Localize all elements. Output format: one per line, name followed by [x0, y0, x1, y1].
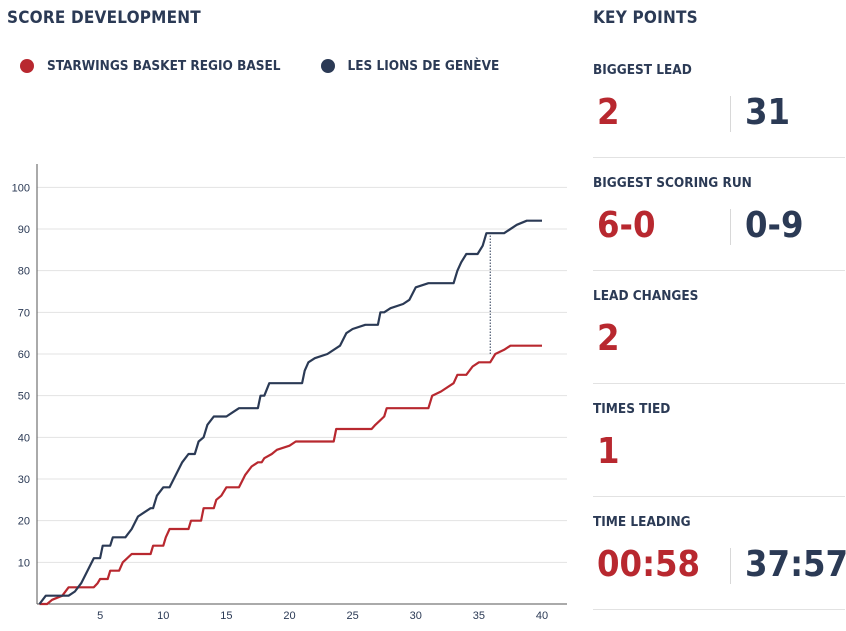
- key-points-title: KEY POINTS: [593, 8, 698, 28]
- kp-times-tied-label: TIMES TIED: [593, 401, 671, 417]
- kp-biggest-lead-label: BIGGEST LEAD: [593, 62, 692, 78]
- legend-item-home[interactable]: STARWINGS BASKET REGIO BASEL: [20, 58, 281, 74]
- kp-time-leading-label: TIME LEADING: [593, 514, 691, 530]
- kp-lead-changes: LEAD CHANGES 2: [593, 288, 845, 364]
- kp-separator: [593, 270, 845, 271]
- series-line-away[interactable]: [38, 219, 543, 605]
- kp-divider: [730, 96, 731, 132]
- x-tick-label: 5: [97, 610, 103, 622]
- x-tick-label: 20: [283, 610, 295, 622]
- y-tick-label: 10: [18, 557, 30, 569]
- y-tick-label: 20: [18, 516, 30, 528]
- kp-biggest-lead-away: 31: [745, 92, 791, 133]
- y-tick-label: 70: [18, 307, 30, 319]
- kp-divider: [730, 209, 731, 245]
- chart-title: SCORE DEVELOPMENT: [7, 8, 201, 28]
- x-tick-label: 30: [410, 610, 422, 622]
- y-tick-label: 30: [18, 474, 30, 486]
- y-tick-label: 50: [18, 391, 30, 403]
- legend-label-home: STARWINGS BASKET REGIO BASEL: [47, 58, 281, 74]
- y-tick-label: 80: [18, 266, 30, 278]
- kp-lead-changes-label: LEAD CHANGES: [593, 288, 699, 304]
- kp-biggest-lead: BIGGEST LEAD 2 31: [593, 62, 845, 138]
- kp-time-leading-home: 00:58: [597, 544, 701, 585]
- x-tick-label: 10: [157, 610, 169, 622]
- kp-times-tied: TIMES TIED 1: [593, 401, 845, 477]
- chart-legend: STARWINGS BASKET REGIO BASEL LES LIONS D…: [20, 58, 539, 74]
- kp-biggest-lead-home: 2: [597, 92, 620, 133]
- kp-biggest-run-away: 0-9: [745, 205, 804, 246]
- kp-biggest-run-home: 6-0: [597, 205, 656, 246]
- kp-biggest-run-label: BIGGEST SCORING RUN: [593, 175, 752, 191]
- kp-divider: [730, 548, 731, 584]
- kp-separator: [593, 609, 845, 610]
- kp-time-leading: TIME LEADING 00:58 37:57: [593, 514, 846, 590]
- score-development-chart: 10 20 30 40 50 60 70 80 90 100 5 10 15 20 25 30 35 40: [12, 164, 567, 622]
- series-line-home[interactable]: [39, 344, 543, 606]
- y-tick-label: 90: [18, 224, 30, 236]
- kp-times-tied-value: 1: [597, 431, 620, 472]
- kp-separator: [593, 496, 845, 497]
- x-tick-label: 40: [536, 610, 548, 622]
- legend-item-away[interactable]: LES LIONS DE GENÈVE: [320, 58, 500, 74]
- kp-biggest-run: BIGGEST SCORING RUN 6-0 0-9: [593, 175, 845, 251]
- y-tick-label: 40: [18, 432, 30, 444]
- legend-dot-home: [20, 59, 34, 73]
- legend-label-away: LES LIONS DE GENÈVE: [347, 58, 500, 74]
- y-tick-label: 60: [18, 349, 30, 361]
- kp-separator: [593, 383, 845, 384]
- x-tick-label: 15: [220, 610, 232, 622]
- kp-separator: [593, 157, 845, 158]
- y-tick-label: 100: [12, 182, 30, 194]
- x-tick-label: 35: [473, 610, 485, 622]
- kp-time-leading-away: 37:57: [745, 544, 846, 585]
- legend-dot-away: [320, 59, 335, 73]
- kp-lead-changes-value: 2: [597, 318, 620, 359]
- x-tick-label: 25: [347, 610, 359, 622]
